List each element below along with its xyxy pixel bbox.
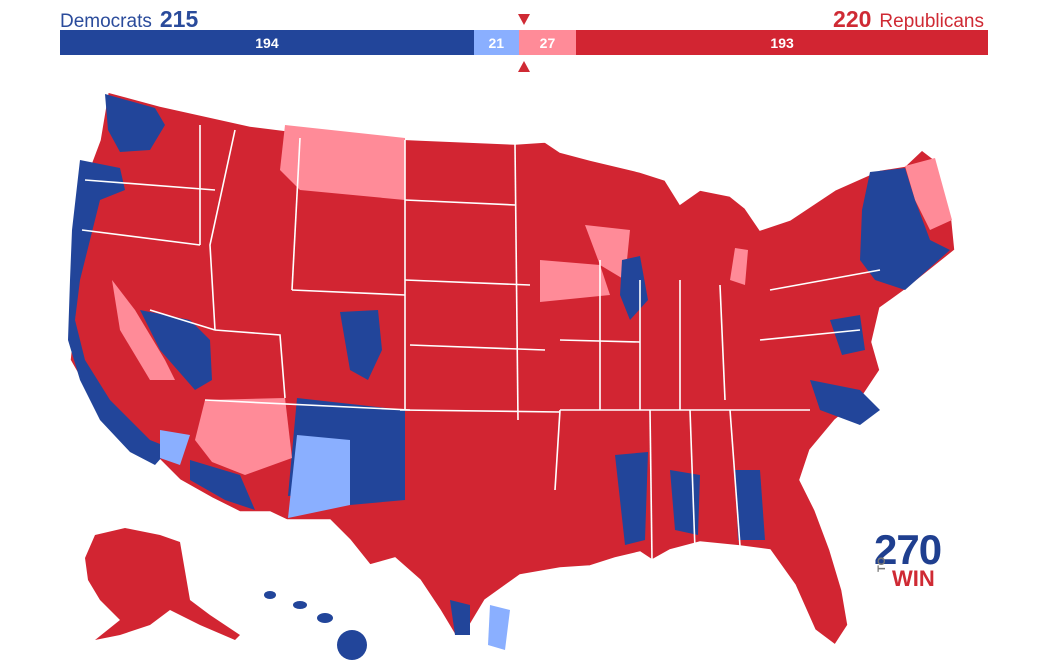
district-texas-south-dem[interactable] [450, 600, 470, 635]
logo-to: TO [876, 556, 888, 572]
district-washington-west[interactable] [105, 94, 165, 152]
district-texas-south-lean[interactable] [488, 605, 510, 650]
district-colorado-dem[interactable] [340, 310, 382, 380]
district-pacific-coast[interactable] [68, 160, 170, 465]
district-new-mexico-lean[interactable] [288, 435, 350, 518]
district-northeast-dem[interactable] [860, 168, 950, 290]
district-chicago-dem[interactable] [620, 256, 648, 320]
alaska[interactable] [85, 528, 240, 640]
seat-bar-lean-democrat: 21 [473, 30, 519, 55]
district-arizona-lean[interactable] [195, 398, 292, 475]
republicans-name: Republicans [879, 11, 984, 32]
republicans-label: 220 Republicans [833, 6, 984, 33]
hawaii[interactable] [264, 591, 367, 660]
district-iowa-lean[interactable] [540, 260, 610, 302]
democrats-label: Democrats 215 [60, 6, 198, 33]
state-borders [81, 125, 881, 561]
logo-win: WIN [892, 566, 935, 591]
seat-bar-safe-republican: 193 [576, 30, 988, 55]
district-wisconsin-lean[interactable] [585, 225, 630, 280]
district-maine-lean[interactable] [905, 158, 952, 230]
district-arizona-dem[interactable] [190, 460, 255, 510]
district-montana-lean[interactable] [280, 125, 405, 200]
district-michigan-lean[interactable] [730, 248, 748, 285]
seat-bar-safe-democrat: 194 [60, 30, 474, 55]
seat-bar: 194 21 27 193 [60, 30, 988, 55]
us-house-map[interactable] [0, 80, 1050, 670]
270towin-logo: 270 TO WIN [874, 526, 954, 592]
district-nevada-south[interactable] [140, 310, 212, 390]
district-california-south-lean[interactable] [160, 430, 190, 465]
seat-bar-lean-republican: 27 [518, 30, 577, 55]
district-north-carolina-dem[interactable] [810, 380, 880, 425]
majority-marker-bottom [518, 61, 530, 72]
district-maryland-dem[interactable] [830, 315, 865, 355]
democrats-name: Democrats [60, 11, 152, 32]
seat-summary: Democrats 215 220 Republicans 194 21 27 193 [0, 0, 1050, 80]
republicans-total: 220 [833, 6, 872, 32]
district-georgia-dem[interactable] [735, 470, 765, 540]
majority-marker-top [518, 14, 530, 25]
logo-number: 270 [874, 526, 942, 573]
district-california-lean[interactable] [112, 280, 175, 380]
democrats-total: 215 [159, 6, 199, 32]
district-mississippi-dem[interactable] [615, 452, 648, 545]
